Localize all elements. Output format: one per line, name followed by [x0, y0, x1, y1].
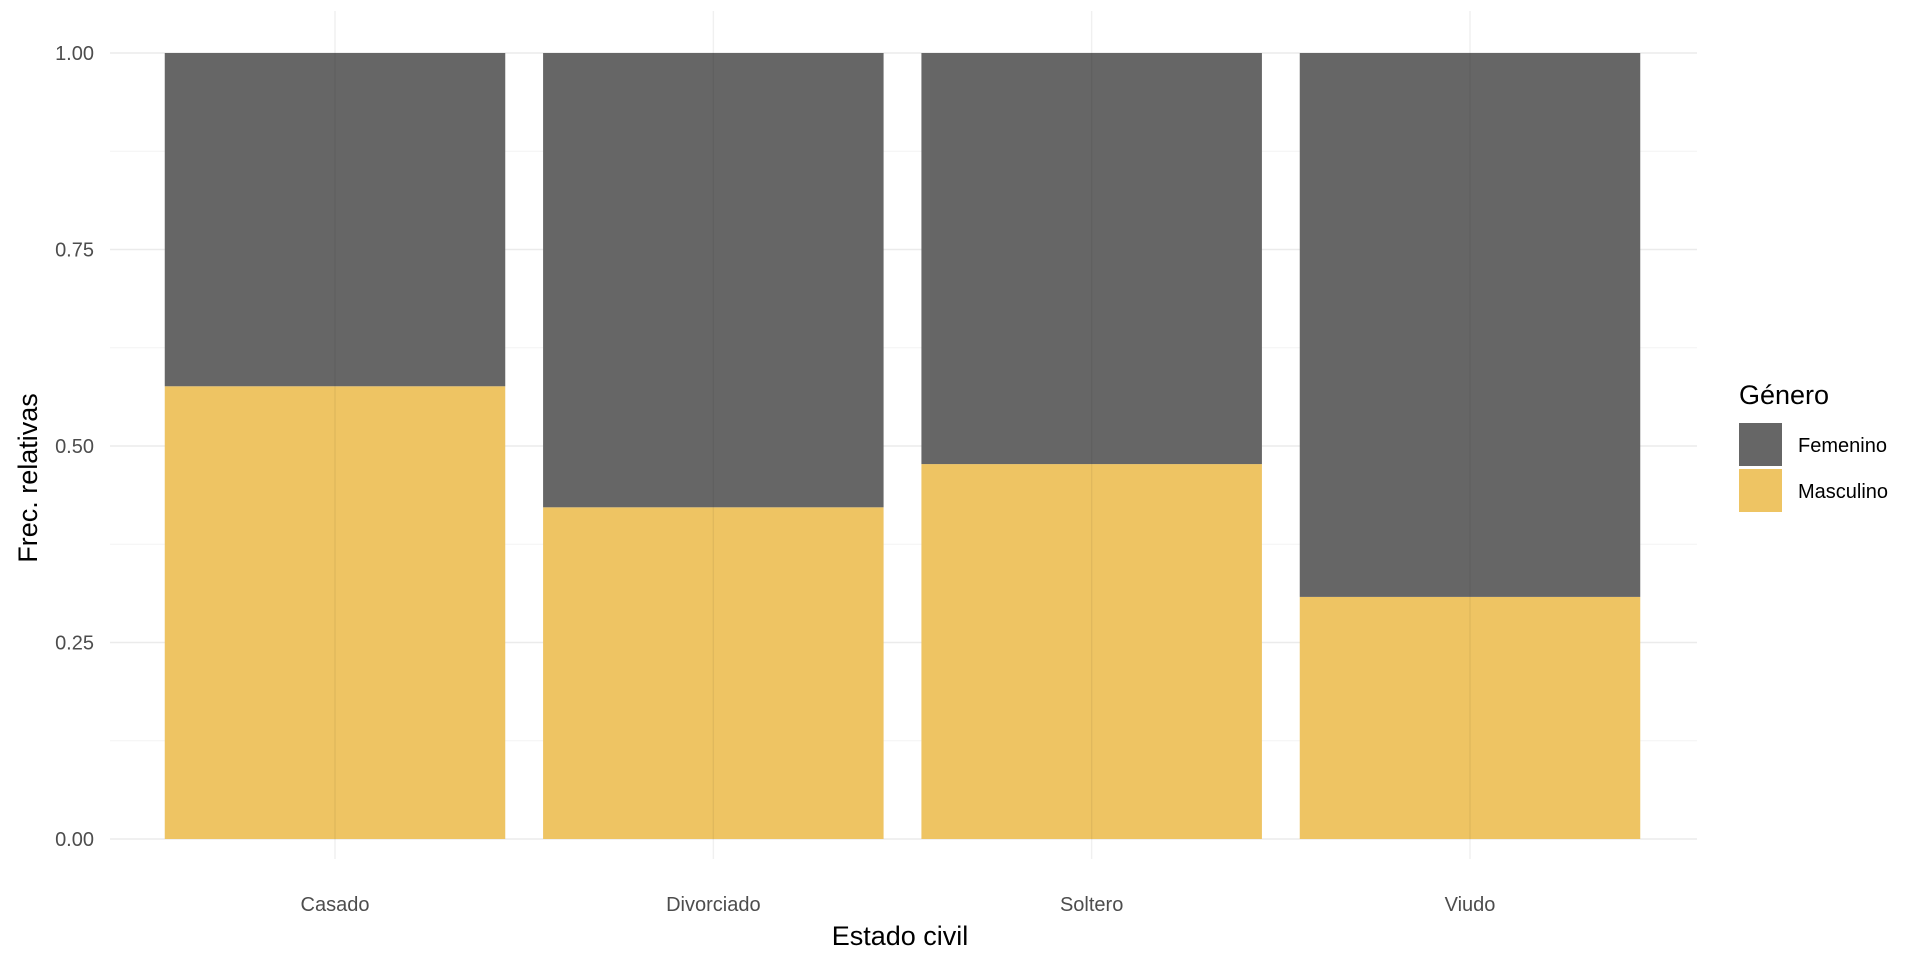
legend-key-femenino [1739, 423, 1782, 466]
x-tick-label: Viudo [1445, 894, 1496, 916]
bar-segment-masculino-divorciado [543, 507, 884, 839]
bar-segment-masculino-viudo [1299, 596, 1641, 839]
x-tick-label: Divorciado [666, 894, 760, 916]
bar-segment-femenino-casado [164, 53, 506, 387]
legend-items: Femenino Masculino [1739, 423, 1888, 512]
y-tick-label: 0.75 [55, 240, 94, 262]
y-tick-label: 0.50 [55, 436, 94, 458]
x-tick-label: Soltero [1060, 894, 1123, 916]
y-tick-label: 1.00 [55, 43, 94, 65]
x-tick-labels: Casado Divorciado Soltero Viudo [301, 894, 1496, 916]
y-tick-label: 0.25 [55, 633, 94, 655]
bars-layer [164, 53, 1641, 839]
bar-segment-femenino-soltero [921, 53, 1262, 465]
legend-label-femenino: Femenino [1798, 435, 1887, 457]
x-tick-label: Casado [301, 894, 370, 916]
bar-segment-masculino-soltero [921, 464, 1262, 839]
legend-label-masculino: Masculino [1798, 481, 1888, 503]
y-axis-title: Frec. relativas [13, 393, 43, 563]
bar-segment-femenino-divorciado [543, 53, 884, 508]
bar-segment-femenino-viudo [1299, 53, 1641, 597]
y-tick-labels: 0.00 0.25 0.50 0.75 1.00 [55, 43, 94, 851]
bar-segment-masculino-casado [164, 386, 506, 839]
legend-title: Género [1739, 380, 1829, 410]
y-tick-label: 0.00 [55, 829, 94, 851]
vertical-grid-overlay [334, 11, 1471, 859]
x-axis-title: Estado civil [832, 921, 969, 951]
legend: Género Femenino Masculino [1739, 380, 1888, 512]
legend-key-masculino [1739, 469, 1782, 512]
